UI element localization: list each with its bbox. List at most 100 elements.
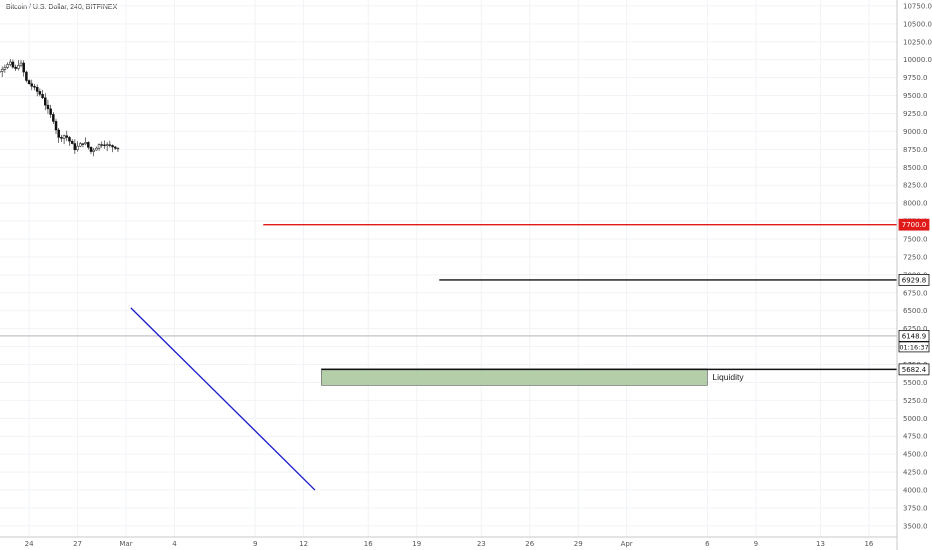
candle-body (111, 145, 114, 148)
x-tick-label: 16 (364, 540, 373, 548)
y-tick-label: 7500.0 (903, 236, 928, 244)
candle-body (78, 143, 82, 147)
candle-body (95, 147, 98, 151)
candle-body (3, 67, 7, 70)
x-tick-label: 6 (705, 540, 710, 548)
y-tick-label: 10500.0 (903, 20, 932, 28)
candle-body (100, 144, 104, 146)
candle-body (25, 71, 28, 81)
x-tick-label: 9 (754, 540, 758, 548)
y-tick-label: 8750.0 (903, 146, 928, 154)
liquidity-label: Liquidity (712, 372, 744, 382)
candle-body (65, 135, 69, 138)
candle-body (76, 145, 79, 151)
range-high-price-label: 6929.8 (902, 276, 927, 284)
x-tick-label: 24 (25, 540, 34, 548)
trendline (130, 307, 316, 491)
x-tick-label: 27 (73, 540, 82, 548)
y-tick-label: 3750.0 (903, 504, 928, 512)
candle-body (38, 91, 42, 95)
y-tick-label: 6500.0 (903, 307, 928, 315)
resistance-price-label: 7700.0 (902, 221, 927, 229)
candle-body (0, 69, 4, 72)
y-tick-label: 3500.0 (903, 522, 928, 530)
y-tick-label: 5000.0 (903, 415, 928, 423)
candle-body (62, 135, 66, 139)
candle-body (89, 147, 93, 152)
candle-body (57, 129, 60, 138)
candle-body (92, 149, 95, 152)
x-tick-label: Mar (119, 540, 132, 548)
current-price-tag (898, 330, 930, 342)
y-tick-label: 9500.0 (903, 92, 928, 100)
x-tick-label: 19 (412, 540, 421, 548)
candle-body (81, 143, 85, 145)
y-tick-label: 6750.0 (903, 289, 928, 297)
x-tick-label: 26 (525, 540, 534, 548)
y-tick-label: 9000.0 (903, 128, 928, 136)
y-axis: 3500.0 3750.0 4000.0 4250.0 4500.0 4750.0 5000… (896, 0, 932, 550)
y-tick-label: 7250.0 (903, 253, 928, 261)
candle-body (97, 144, 101, 149)
candle-body (9, 61, 12, 65)
candle-body (84, 142, 87, 145)
y-tick-label: 4750.0 (903, 433, 928, 441)
candle-body (17, 65, 20, 69)
x-tick-label: Apr (621, 540, 633, 548)
countdown-label: 01:16:37 (899, 343, 928, 351)
y-tick-label: 4500.0 (903, 451, 928, 459)
y-tick-label: 4250.0 (903, 469, 928, 477)
chart-grid (0, 0, 897, 537)
candle-body (103, 144, 106, 146)
x-tick-label: 23 (477, 540, 486, 548)
candle-body (49, 108, 52, 115)
candle-body (70, 140, 74, 144)
candle-body (116, 147, 120, 150)
candle-body (60, 137, 63, 139)
candle-body (113, 146, 117, 149)
candle-body (54, 121, 58, 131)
candle-body (68, 137, 71, 142)
y-tick-label: 8250.0 (903, 182, 928, 190)
candle-body (22, 62, 25, 73)
y-tick-label: 10250.0 (903, 38, 932, 46)
countdown-tag (898, 341, 930, 353)
x-axis: 24 27 Mar 4 9 12 16 19 23 26 29 Apr 6 9 13 16 (0, 536, 897, 548)
candle-body (41, 94, 44, 99)
range-low-price-tag (898, 363, 930, 376)
y-tick-label: 10000.0 (903, 56, 932, 64)
candle-body (33, 85, 36, 88)
current-price-label: 6148.9 (902, 332, 927, 340)
candle-body (52, 114, 55, 122)
y-tick-label: 4000.0 (903, 487, 928, 495)
y-tick-label: 10750.0 (903, 2, 932, 10)
liquidity-zone: Liquidity (321, 368, 744, 386)
candle-body (44, 97, 47, 106)
x-tick-label: 29 (574, 540, 583, 548)
x-tick-label: 4 (172, 540, 177, 548)
liquidity-box (321, 368, 708, 386)
candle-body (6, 64, 9, 68)
x-tick-label: 9 (253, 540, 257, 548)
x-tick-label: 13 (816, 540, 825, 548)
x-tick-label: 16 (864, 540, 873, 548)
candle-body (30, 83, 34, 87)
candle-body (14, 66, 17, 69)
candle-body (46, 104, 50, 110)
y-tick-label: 6250.0 (903, 325, 928, 333)
resistance-price-tag (898, 218, 930, 231)
candles-group (0, 59, 120, 157)
candle-body (105, 144, 109, 146)
chart-title: Bitcoin / U.S. Dollar, 240, BITFINEX (6, 4, 118, 11)
y-tick-label: 8500.0 (903, 164, 928, 172)
range-high-price-tag (898, 274, 930, 286)
y-tick-label: 9250.0 (903, 110, 928, 118)
y-tick-label: 9750.0 (903, 74, 928, 82)
candle-body (19, 62, 23, 66)
candle-body (11, 61, 15, 68)
candle-body (35, 87, 39, 92)
range-low-price-label: 5682.4 (902, 366, 927, 374)
y-tick-label: 8000.0 (903, 200, 928, 208)
x-tick-label: 12 (299, 540, 308, 548)
